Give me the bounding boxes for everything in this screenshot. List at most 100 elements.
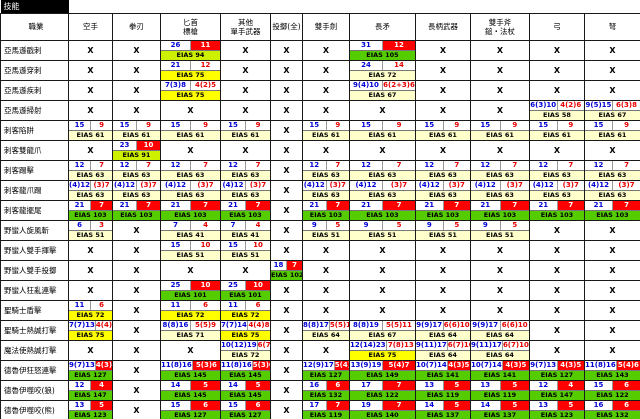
speed-value-cell: 11 6 EIAS 72	[220, 300, 271, 321]
eias-value: EIAS 61	[161, 130, 220, 140]
not-usable-cell: X	[68, 100, 113, 121]
frames-normal: (4)12	[69, 181, 92, 190]
speed-value-cell: 9 5 EIAS 51	[470, 220, 530, 241]
frames-fastest: 4(2)5	[194, 81, 216, 90]
speed-value-cell: (4)12 (3)7 EIAS 63	[302, 180, 350, 201]
title-blank-strip	[68, 0, 640, 14]
frames-normal: 21	[162, 61, 191, 70]
frames-fastest: 9	[396, 121, 402, 130]
frame-values: 31 12	[351, 41, 415, 50]
frames-fastest: 5(4)7	[383, 361, 415, 370]
eias-value: EIAS 119	[303, 410, 349, 419]
not-usable-cell: X	[270, 320, 303, 341]
column-header-10: 弩	[584, 13, 640, 41]
frame-values: (4)12 (3)7	[114, 181, 160, 190]
eias-value: EIAS 64	[303, 330, 349, 340]
frames-normal: 12	[417, 161, 444, 170]
eias-value: EIAS 63	[303, 170, 349, 180]
frame-values: (4)12 (3)7	[586, 181, 640, 190]
not-usable-cell: X	[529, 320, 585, 341]
frames-fastest: 9	[568, 121, 574, 130]
speed-value-cell: 15 9 EIAS 61	[220, 120, 271, 141]
speed-value-cell: 8(8)16 5(5)9 EIAS 71	[160, 320, 221, 341]
skill-row: 刺客雙龍爪 X 23 10 EIAS 91 X X X X X X X X X	[0, 140, 640, 161]
frame-values: 21 7	[70, 201, 112, 210]
frame-values: 21 7	[222, 201, 270, 210]
not-usable-cell: X	[302, 140, 350, 161]
frame-values: 9(9)17 6(6)10	[472, 321, 529, 330]
skill-row: 野蠻人旋風斬 6 3 EIAS 51 X 7 4 EIAS 41 7 4 EIAS 41 X 9 5 EIA…	[0, 220, 640, 241]
not-usable-cell: X	[415, 280, 471, 301]
eias-value: EIAS 63	[221, 170, 270, 180]
eias-value: EIAS 103	[585, 210, 640, 220]
eias-value: EIAS 143	[585, 370, 640, 380]
frame-values: 21 7	[472, 201, 529, 210]
frames-normal: 15	[586, 121, 613, 130]
eias-value: EIAS 63	[585, 190, 640, 200]
speed-value-cell: 15 9 EIAS 61	[349, 120, 416, 141]
frames-normal: 21	[531, 201, 558, 210]
frames-normal: 21	[304, 201, 327, 210]
frame-values: 19 7	[351, 401, 415, 410]
frames-normal: 14	[162, 381, 191, 390]
not-usable-cell: X	[470, 40, 530, 61]
frames-fastest: 3	[99, 221, 104, 230]
frames-normal: 12	[70, 381, 91, 390]
frames-fastest: (3)7	[329, 181, 346, 190]
frame-values: 7(7)14 4(4)8	[222, 321, 270, 330]
eias-value: EIAS 63	[530, 170, 584, 180]
sheet-title: 技能	[0, 0, 69, 14]
frames-fastest: 7	[146, 161, 151, 170]
frame-values: (4)12 (3)7	[162, 181, 220, 190]
eias-value: EIAS 63	[221, 190, 270, 200]
skill-label: 德魯伊狂怒連擊	[0, 360, 69, 381]
frames-normal: 11(8)16	[221, 361, 253, 370]
frame-values: 15 9	[472, 121, 529, 130]
speed-value-cell: 15 9 EIAS 61	[584, 120, 640, 141]
eias-value: EIAS 61	[471, 130, 529, 140]
eias-value: EIAS 61	[585, 130, 640, 140]
frames-fastest: 7	[443, 201, 470, 210]
frames-normal: 21	[114, 201, 137, 210]
eias-value: EIAS 101	[221, 290, 270, 300]
frames-fastest: 7	[500, 201, 529, 210]
frame-values: 15 10	[222, 241, 270, 250]
frames-fastest: 5(3)6	[252, 361, 270, 370]
frames-normal: 11(8)16	[161, 361, 193, 370]
speed-value-cell: 12 7 EIAS 63	[529, 160, 585, 181]
frame-values: 7(7)134(4)7	[70, 321, 112, 330]
frame-values: 17 7	[304, 401, 349, 410]
not-usable-cell: X	[302, 300, 350, 321]
frame-values: 15 9	[162, 121, 220, 130]
frames-normal: 9	[351, 221, 383, 230]
not-usable-cell: X	[112, 240, 161, 261]
frames-normal: 9(7)13	[530, 361, 558, 370]
eias-value: EIAS 101	[161, 290, 220, 300]
speed-value-cell: 7(7)14 4(4)8 EIAS 75	[220, 320, 271, 341]
title-row: 技能	[0, 0, 640, 14]
frame-values: 12(14)23 7(8)13	[351, 341, 415, 350]
speed-value-cell: 9(9)17 6(6)10 EIAS 64	[415, 320, 471, 341]
frame-values: 21 7	[586, 201, 640, 210]
eias-value: EIAS 61	[416, 130, 470, 140]
column-header-5: 雙手劍	[302, 13, 350, 41]
column-header-2: 匕首 標槍	[160, 13, 221, 41]
not-usable-cell: X	[112, 100, 161, 121]
frame-values: 8(8)16 5(5)9	[162, 321, 220, 330]
not-usable-cell: X	[415, 40, 471, 61]
eias-value: EIAS 103	[221, 210, 270, 220]
frames-normal: 9(7)13	[69, 361, 96, 370]
frame-values: 16 6	[586, 401, 640, 410]
eias-value: EIAS 132	[303, 390, 349, 400]
eias-value: EIAS 132	[585, 410, 640, 419]
frame-values: 11(8)16 5(4)6	[586, 361, 640, 370]
eias-value: EIAS 61	[69, 130, 112, 140]
frames-fastest: 7	[396, 161, 402, 170]
eias-value: EIAS 63	[471, 170, 529, 180]
